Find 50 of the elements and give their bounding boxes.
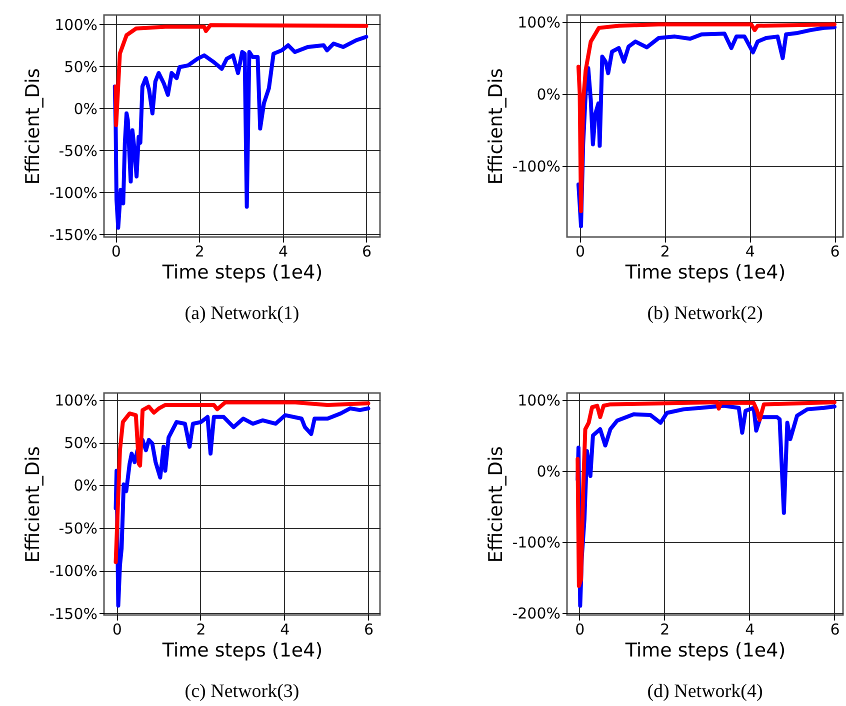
- x-axis-title: Time steps (1e4): [161, 640, 323, 662]
- y-axis-title: Efficient_Dis: [22, 446, 44, 563]
- y-tick-label: 50%: [64, 434, 98, 452]
- y-tick-label: 50%: [64, 58, 98, 76]
- text: (a) Network(1): [184, 303, 300, 324]
- x-axis-title: Time steps (1e4): [624, 640, 786, 662]
- y-axis-title: Efficient_Dis: [22, 68, 44, 185]
- line-series: [114, 23, 368, 128]
- y-tick-label: -50%: [58, 142, 98, 160]
- x-tick-label: 2: [196, 620, 206, 638]
- x-axis-title: Time steps (1e4): [624, 262, 786, 284]
- x-axis-title: Time steps (1e4): [161, 262, 323, 284]
- x-tick-label: 6: [362, 242, 372, 260]
- y-tick-label: -150%: [49, 604, 98, 623]
- x-tick-label: 2: [194, 242, 204, 260]
- line-series: [112, 34, 368, 230]
- y-tick-label: -200%: [512, 604, 560, 622]
- x-tick-label: 0: [575, 620, 585, 638]
- y-axis-title: Efficient_Dis: [485, 68, 508, 185]
- text: (d) Network(4): [647, 681, 763, 702]
- y-tick-label: -100%: [512, 157, 560, 176]
- line-series: [114, 400, 370, 564]
- x-tick-label: 0: [575, 242, 586, 260]
- y-tick-label: 100%: [518, 392, 560, 410]
- text: (b) Network(2): [647, 303, 763, 324]
- x-tick-label: 6: [364, 620, 374, 638]
- x-tick-label: 2: [660, 242, 670, 260]
- x-tick-label: 6: [830, 620, 840, 638]
- x-tick-label: 2: [660, 620, 670, 638]
- y-tick-label: 100%: [54, 16, 98, 34]
- y-axis-title: Efficient_Dis: [485, 446, 508, 563]
- y-tick-label: 100%: [518, 14, 560, 32]
- x-tick-label: 0: [112, 620, 122, 638]
- y-tick-label: -100%: [49, 184, 98, 202]
- y-tick-label: 0%: [74, 100, 98, 118]
- y-tick-label: 0%: [74, 476, 98, 495]
- y-tick-label: 0%: [536, 462, 560, 481]
- y-tick-label: -100%: [512, 533, 560, 552]
- x-tick-label: 4: [278, 242, 288, 260]
- y-tick-label: -50%: [58, 519, 98, 538]
- x-tick-label: 4: [745, 242, 755, 260]
- text: (c) Network(3): [184, 681, 300, 702]
- x-tick-label: 6: [830, 242, 840, 260]
- y-tick-label: -150%: [49, 226, 98, 244]
- x-tick-label: 4: [745, 620, 755, 638]
- x-tick-label: 4: [280, 620, 290, 638]
- y-tick-label: -100%: [49, 562, 98, 580]
- y-tick-label: 100%: [54, 391, 98, 410]
- x-tick-label: 0: [111, 242, 121, 260]
- y-tick-label: 0%: [536, 86, 560, 104]
